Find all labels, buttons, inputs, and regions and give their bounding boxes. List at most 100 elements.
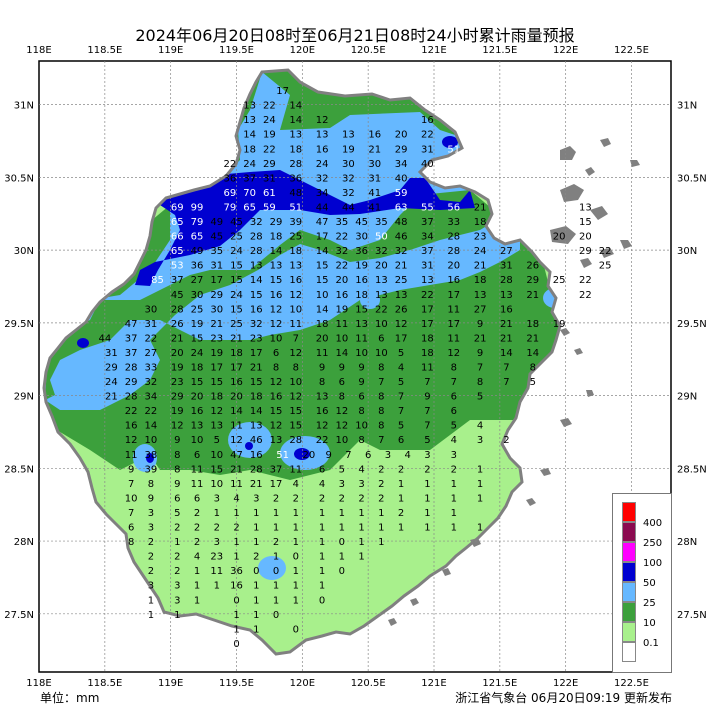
station-value: 15 (210, 377, 223, 388)
station-value: 2 (358, 493, 364, 504)
station-value: 13 (250, 261, 263, 272)
station-value: 13 (579, 202, 592, 213)
station-value: 47 (125, 319, 138, 330)
station-value: 9 (477, 319, 483, 330)
station-value: 8 (273, 363, 279, 374)
station-value: 11 (191, 464, 204, 475)
station-value: 22 (375, 304, 388, 315)
station-value: 6 (319, 464, 325, 475)
station-value: 6 (451, 392, 457, 403)
station-value: 22 (579, 275, 592, 286)
station-value: 26 (526, 261, 539, 272)
station-value: 8 (378, 421, 384, 432)
station-value: 10 (191, 435, 204, 446)
station-value: 21 (250, 479, 263, 490)
station-value: 33 (145, 363, 158, 374)
station-value: 14 (316, 246, 329, 257)
station-value: 12 (270, 304, 283, 315)
station-value: 13 (375, 290, 388, 301)
legend-label: 10 (643, 618, 656, 629)
station-value: 13 (421, 275, 434, 286)
station-value: 12 (316, 115, 329, 126)
station-value: 45 (355, 217, 368, 228)
station-value: 19 (171, 406, 184, 417)
station-value: 1 (233, 552, 239, 563)
station-value: 1 (233, 610, 239, 621)
station-value: 6 (398, 435, 404, 446)
station-value: 21 (500, 319, 513, 330)
station-value: 15 (316, 261, 329, 272)
station-value: 24 (263, 115, 276, 126)
station-value: 32 (342, 173, 355, 184)
station-value: 4 (477, 421, 483, 432)
lon-tick-label: 122.5E (614, 678, 649, 689)
station-value: 11 (316, 348, 329, 359)
band-25-50 (360, 291, 380, 309)
station-value: 69 (171, 202, 184, 213)
station-value: 1 (358, 552, 364, 563)
lon-tick-label: 121E (421, 678, 446, 689)
station-value: 9 (358, 377, 364, 388)
station-value: 35 (375, 217, 388, 228)
station-value: 28 (250, 246, 263, 257)
station-value: 29 (210, 290, 223, 301)
station-value: 1 (424, 508, 430, 519)
station-value: 14 (243, 130, 256, 141)
station-value: 40 (421, 159, 434, 170)
station-value: 8 (358, 435, 364, 446)
station-value: 13 (316, 130, 329, 141)
station-value: 1 (273, 581, 279, 592)
station-value: 2 (174, 566, 180, 577)
station-value: 19 (342, 144, 355, 155)
band-25-50 (258, 556, 286, 580)
station-value: 15 (289, 406, 302, 417)
station-value: 7 (451, 377, 457, 388)
station-value: 15 (191, 333, 204, 344)
station-value: 1 (358, 508, 364, 519)
station-value: 14 (250, 275, 263, 286)
station-value: 5 (214, 435, 220, 446)
station-value: 28 (125, 392, 138, 403)
station-value: 5 (339, 464, 345, 475)
station-value: 10 (125, 493, 138, 504)
station-value: 1 (339, 552, 345, 563)
station-value: 9 (319, 363, 325, 374)
station-value: 13 (243, 101, 256, 112)
station-value: 3 (253, 493, 259, 504)
station-value: 8 (339, 392, 345, 403)
station-value: 25 (191, 304, 204, 315)
station-value: 10 (375, 348, 388, 359)
station-value: 20 (553, 232, 566, 243)
station-value: 10 (289, 304, 302, 315)
legend-label: 250 (643, 538, 663, 549)
station-value: 16 (316, 406, 329, 417)
station-value: 1 (398, 479, 404, 490)
lat-tick-label: 29N (677, 392, 697, 403)
station-value: 22 (125, 406, 138, 417)
station-value: 1 (253, 610, 259, 621)
station-value: 21 (210, 319, 223, 330)
legend-swatch (622, 522, 636, 542)
station-value: 20 (375, 261, 388, 272)
station-value: 8 (477, 377, 483, 388)
station-value: 41 (368, 188, 381, 199)
station-value: 48 (289, 188, 302, 199)
station-value: 16 (270, 392, 283, 403)
station-value: 1 (214, 508, 220, 519)
station-value: 20 (395, 130, 408, 141)
station-value: 20 (230, 392, 243, 403)
station-value: 15 (579, 217, 592, 228)
band-25-50 (228, 422, 272, 458)
station-value: 13 (355, 319, 368, 330)
lat-tick-label: 30N (14, 246, 34, 257)
station-value: 2 (194, 508, 200, 519)
station-value: 18 (421, 348, 434, 359)
station-value: 32 (250, 217, 263, 228)
station-value: 4 (398, 363, 404, 374)
station-value: 10 (335, 333, 348, 344)
station-value: 10 (210, 479, 223, 490)
station-value: 14 (335, 348, 348, 359)
station-value: 20 (316, 333, 329, 344)
station-value: 37 (171, 275, 184, 286)
